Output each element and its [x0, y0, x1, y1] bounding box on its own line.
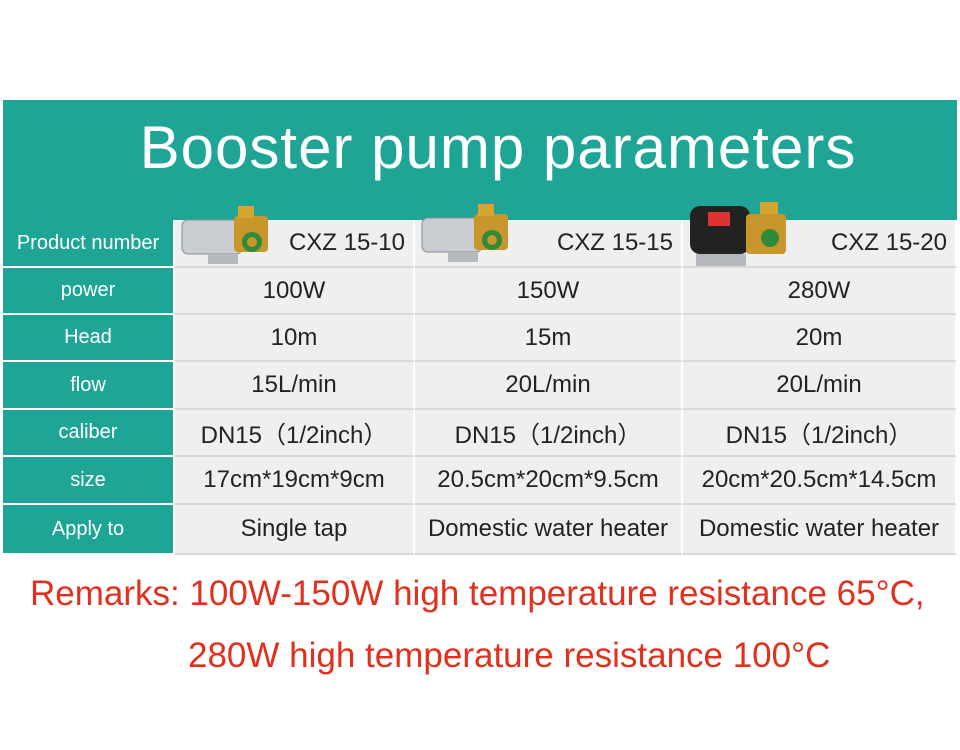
table-cell: 15L/min [175, 362, 415, 410]
row-label: caliber [3, 410, 175, 457]
table-cell: DN15（1/2inch） [683, 410, 957, 457]
table-cell: 20m [683, 315, 957, 362]
table-cell: DN15（1/2inch） [175, 410, 415, 457]
row-label: flow [3, 362, 175, 410]
row-label: Apply to [3, 505, 175, 555]
row-label: size [3, 457, 175, 505]
row-label: power [3, 268, 175, 315]
pump-image [690, 202, 786, 266]
header-band [3, 100, 957, 220]
table-cell: 17cm*19cm*9cm [175, 457, 415, 505]
table-cell: DN15（1/2inch） [415, 410, 683, 457]
table-cell: 100W [175, 268, 415, 315]
table-cell: 10m [175, 315, 415, 362]
pump-image [421, 204, 508, 262]
table-cell: 15m [415, 315, 683, 362]
pump-image [181, 206, 268, 264]
table-cell: Domestic water heater [683, 505, 957, 555]
table-cell: 20L/min [683, 362, 957, 410]
table-cell: 280W [683, 268, 957, 315]
row-label: Head [3, 315, 175, 362]
title: Booster pump parameters [139, 114, 857, 181]
remark: 280W high temperature resistance 100°C [188, 636, 831, 675]
table-cell: Single tap [175, 505, 415, 555]
table-cell: Domestic water heater [415, 505, 683, 555]
table-cell: 150W [415, 268, 683, 315]
table-cell: 20L/min [415, 362, 683, 410]
row-label: Product number [3, 220, 175, 268]
table-cell: 20cm*20.5cm*14.5cm [683, 457, 957, 505]
table-cell: 20.5cm*20cm*9.5cm [415, 457, 683, 505]
remark: Remarks: 100W-150W high temperature resi… [30, 574, 925, 613]
